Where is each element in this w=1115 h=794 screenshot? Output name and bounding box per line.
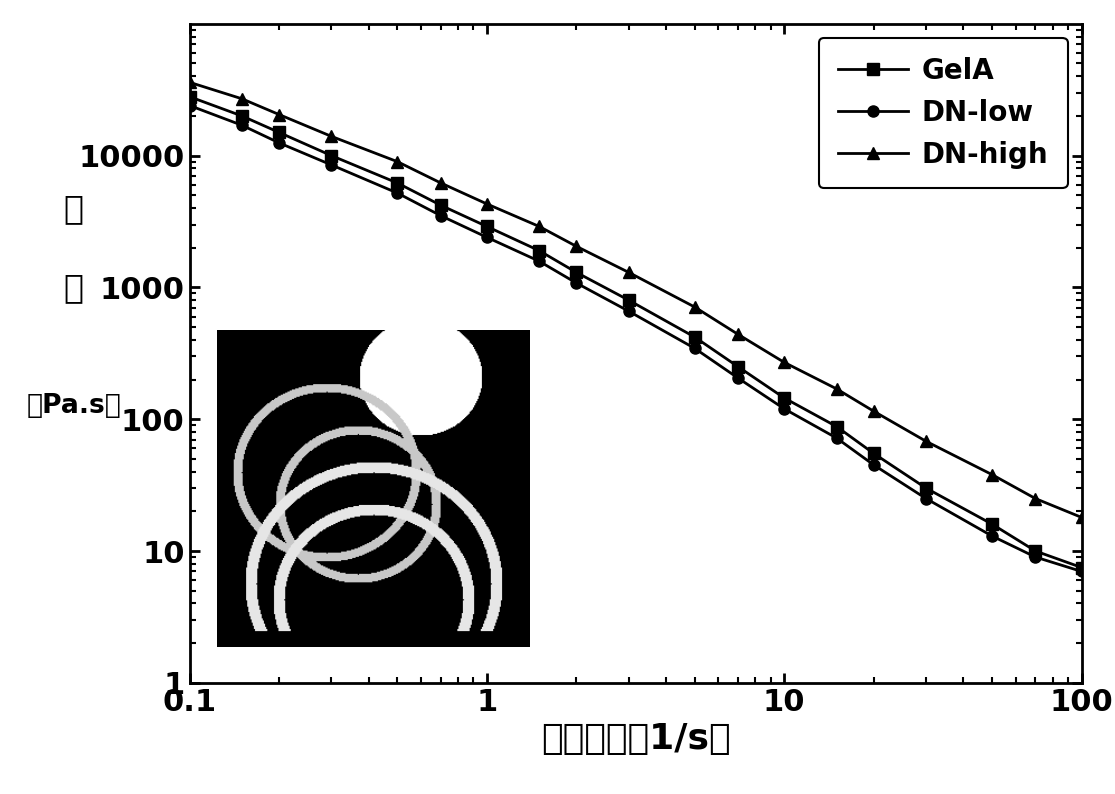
GelA	[731, 362, 745, 372]
DN-high	[324, 132, 338, 141]
DN-low	[1075, 567, 1088, 576]
GelA	[324, 151, 338, 160]
GelA	[235, 111, 249, 121]
DN-high	[986, 470, 999, 480]
DN-high	[481, 199, 494, 209]
DN-high	[533, 222, 546, 231]
DN-low	[533, 256, 546, 266]
Legend: GelA, DN-low, DN-high: GelA, DN-low, DN-high	[818, 37, 1068, 188]
DN-low	[235, 121, 249, 130]
GelA	[1029, 546, 1043, 556]
DN-high	[731, 330, 745, 339]
DN-high	[1029, 494, 1043, 503]
Line: DN-high: DN-high	[184, 77, 1087, 523]
DN-low	[390, 188, 404, 198]
Text: （Pa.s）: （Pa.s）	[27, 393, 120, 419]
GelA	[688, 333, 701, 342]
DN-high	[235, 94, 249, 103]
DN-high	[183, 78, 196, 87]
GelA	[272, 128, 285, 137]
DN-low	[272, 138, 285, 148]
DN-low	[731, 373, 745, 383]
DN-low	[183, 101, 196, 110]
DN-high	[390, 157, 404, 167]
DN-high	[920, 437, 933, 446]
DN-high	[1075, 513, 1088, 522]
GelA	[434, 201, 447, 210]
DN-low	[688, 344, 701, 353]
X-axis label: 剪切速率（1/s）: 剪切速率（1/s）	[541, 723, 730, 756]
DN-low	[920, 494, 933, 503]
GelA	[570, 268, 583, 277]
Text: 粘: 粘	[64, 192, 84, 225]
GelA	[183, 92, 196, 102]
DN-high	[777, 357, 791, 367]
GelA	[390, 178, 404, 187]
DN-high	[272, 110, 285, 119]
DN-low	[777, 404, 791, 414]
GelA	[830, 422, 843, 431]
Line: DN-low: DN-low	[184, 100, 1087, 577]
DN-low	[986, 531, 999, 541]
DN-low	[867, 461, 881, 470]
Line: GelA: GelA	[184, 91, 1087, 573]
DN-high	[570, 241, 583, 251]
DN-high	[867, 407, 881, 416]
GelA	[533, 246, 546, 256]
DN-low	[622, 306, 636, 316]
DN-high	[688, 303, 701, 312]
GelA	[986, 519, 999, 529]
Text: 率: 率	[64, 271, 84, 304]
DN-low	[830, 434, 843, 443]
DN-low	[434, 211, 447, 221]
DN-high	[622, 268, 636, 277]
DN-low	[324, 160, 338, 170]
DN-low	[1029, 553, 1043, 562]
DN-high	[434, 178, 447, 187]
GelA	[1075, 563, 1088, 572]
GelA	[622, 295, 636, 305]
DN-low	[570, 278, 583, 287]
DN-low	[481, 233, 494, 242]
GelA	[920, 484, 933, 493]
GelA	[481, 222, 494, 231]
DN-high	[830, 384, 843, 394]
GelA	[867, 449, 881, 458]
GelA	[777, 393, 791, 403]
